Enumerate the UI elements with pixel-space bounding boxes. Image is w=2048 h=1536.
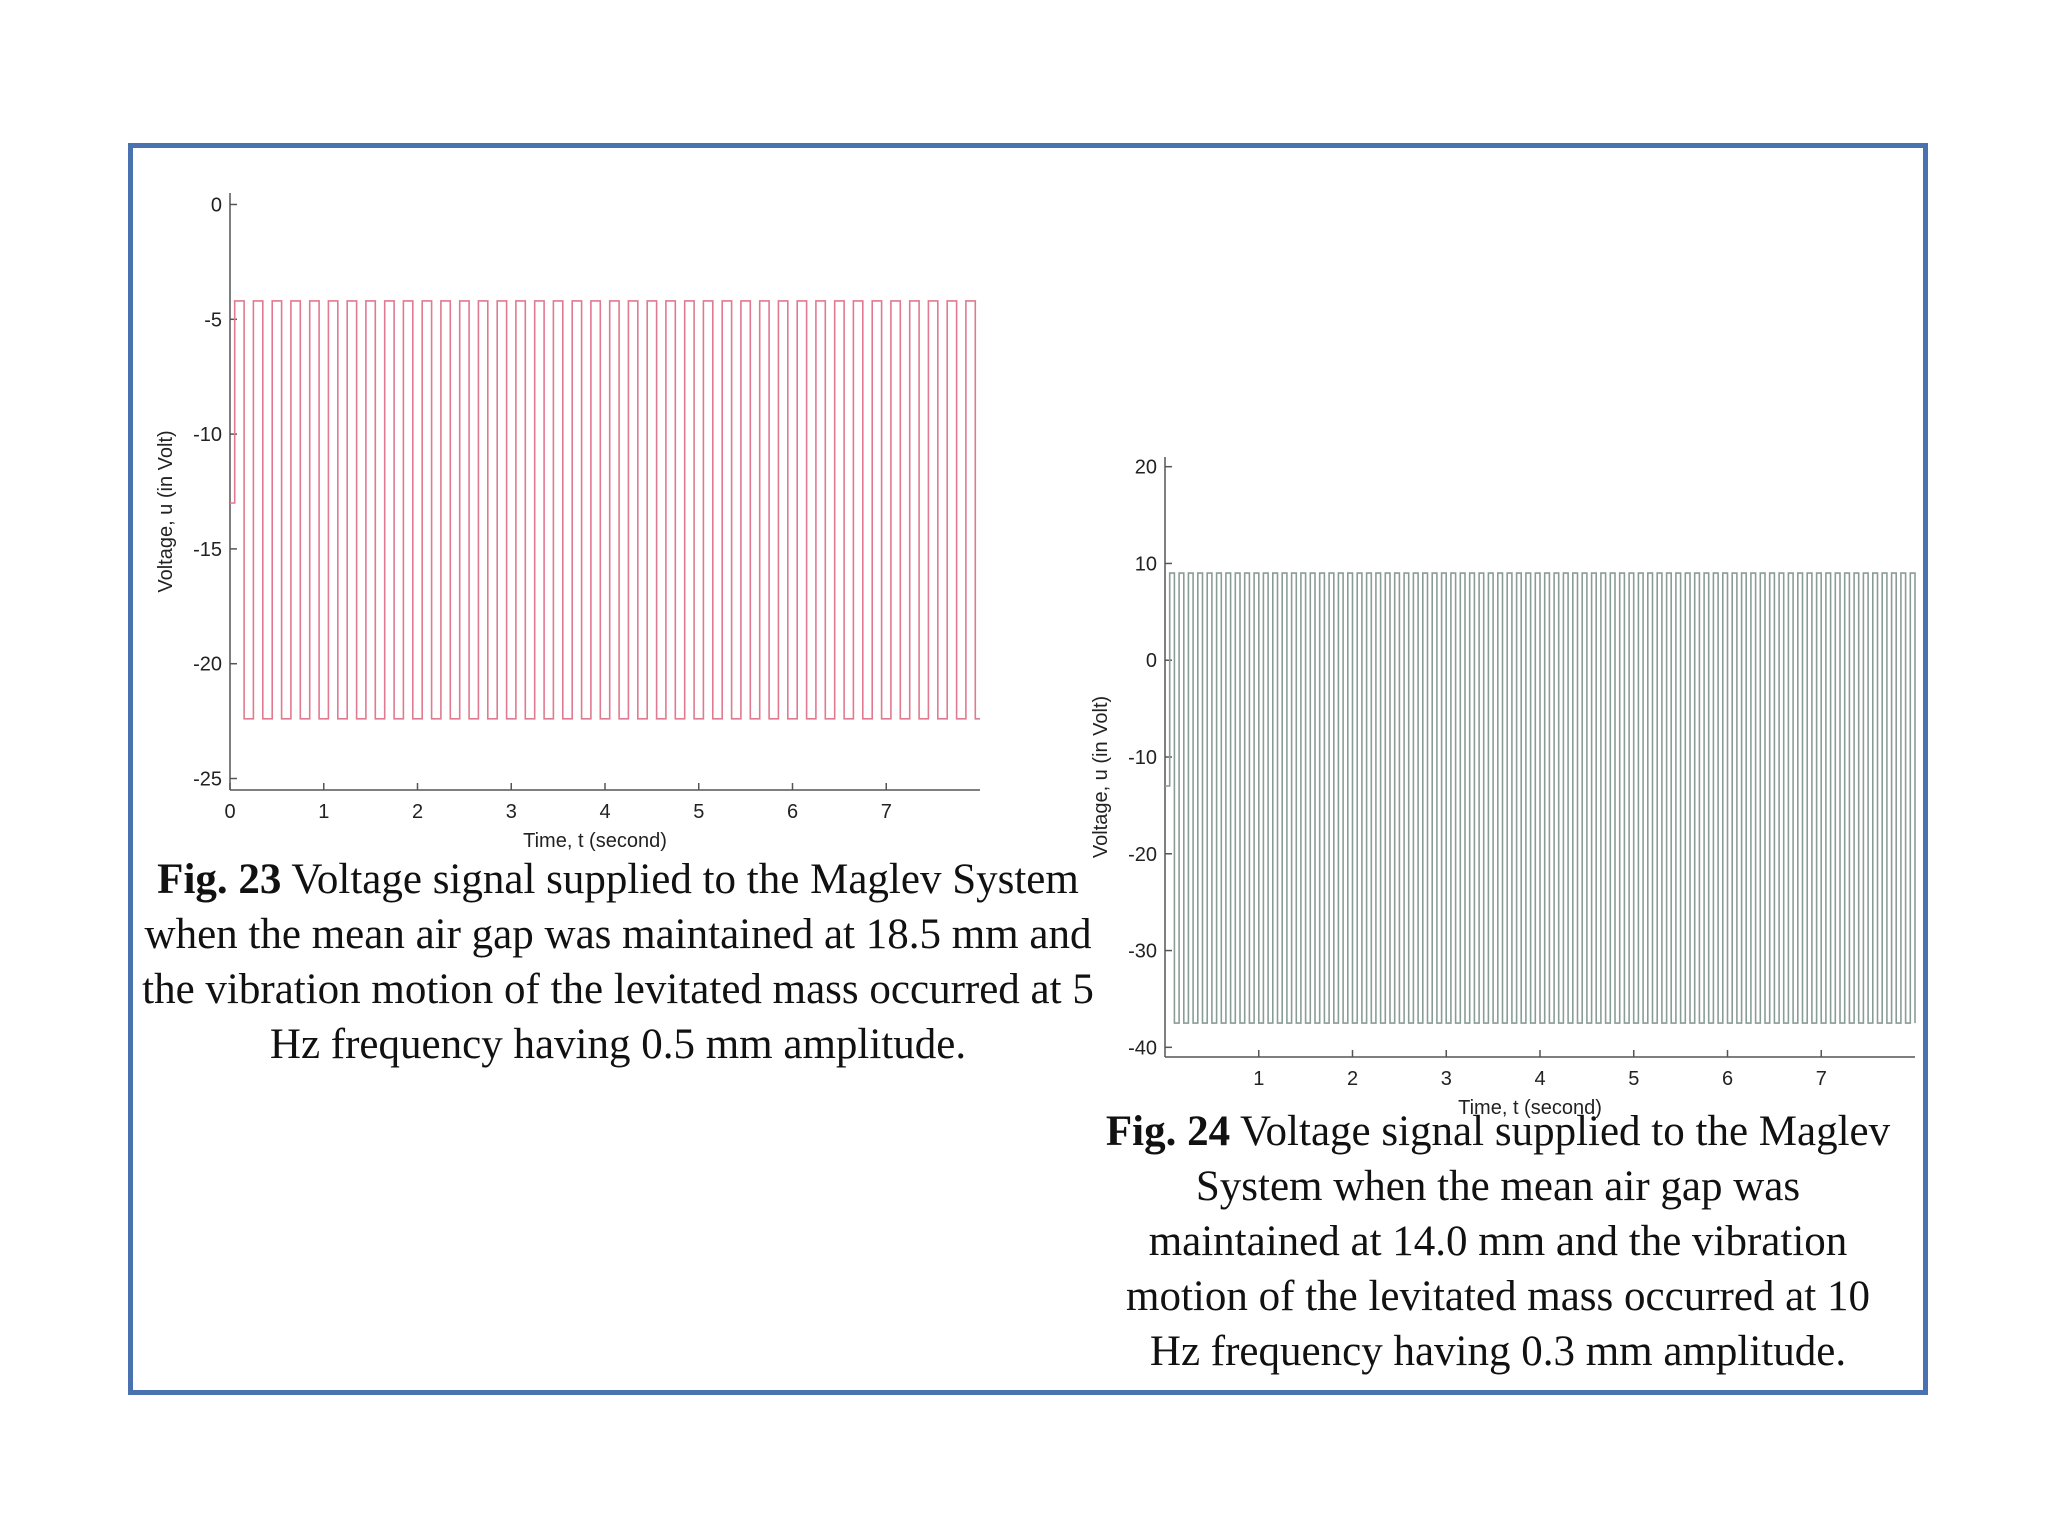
- fig23-ytick-label: -20: [193, 654, 222, 676]
- fig24-x-axis-label: Time, t (second): [1458, 1097, 1602, 1119]
- fig24-xtick-label: 4: [1534, 1068, 1545, 1090]
- fig23-ytick-label: 0: [211, 194, 222, 216]
- fig23-caption-text: Voltage signal supplied to the Maglev Sy…: [142, 856, 1094, 1068]
- fig23-xtick-label: 2: [412, 801, 423, 823]
- fig24-xtick-label: 1: [1253, 1068, 1264, 1090]
- fig24-ytick-label: -20: [1128, 844, 1157, 866]
- slide-frame: [128, 143, 1928, 1395]
- fig23-ytick-label: -5: [204, 309, 222, 331]
- fig24-xtick-label: 7: [1816, 1068, 1827, 1090]
- fig24-xtick-label: 3: [1441, 1068, 1452, 1090]
- fig23-xtick-label: 5: [693, 801, 704, 823]
- fig23-xtick-label: 1: [318, 801, 329, 823]
- fig23-ytick-label: -10: [193, 424, 222, 446]
- fig23-ytick-label: -25: [193, 769, 222, 791]
- fig24-ytick-label: -10: [1128, 747, 1157, 769]
- fig23-xtick-label: 0: [224, 801, 235, 823]
- fig24-ytick-label: -40: [1128, 1037, 1157, 1059]
- fig24-ytick-label: 10: [1135, 553, 1157, 575]
- fig23-xtick-label: 4: [599, 801, 610, 823]
- fig24-caption: Fig. 24 Voltage signal supplied to the M…: [1098, 1104, 1898, 1379]
- fig23-ytick-label: -15: [193, 539, 222, 561]
- fig24-chart: 20 10 0 -10 -20 -30 -40 1 2 3 4 5 6 7 Time, t (second)…: [1090, 457, 1916, 1119]
- fig24-xtick-label: 6: [1722, 1068, 1733, 1090]
- fig23-y-axis-label: Voltage, u (in Volt): [155, 430, 177, 592]
- fig23-caption-label: Fig. 23: [157, 856, 282, 903]
- fig24-ytick-label: 20: [1135, 457, 1157, 479]
- fig24-y-axis-label: Voltage, u (in Volt): [1090, 696, 1112, 858]
- fig23-xtick-label: 6: [787, 801, 798, 823]
- fig23-caption: Fig. 23 Voltage signal supplied to the M…: [128, 852, 1108, 1072]
- fig23-xtick-label: 7: [881, 801, 892, 823]
- fig23-signal-line: [230, 300, 980, 720]
- fig24-signal-line: [1165, 572, 1916, 1024]
- fig24-caption-text: Voltage signal supplied to the Maglev Sy…: [1126, 1108, 1891, 1375]
- fig24-caption-label: Fig. 24: [1105, 1108, 1231, 1155]
- fig24-ytick-label: 0: [1146, 650, 1157, 672]
- fig24-xtick-label: 2: [1347, 1068, 1358, 1090]
- fig24-xtick-label: 5: [1628, 1068, 1639, 1090]
- fig24-ytick-label: -30: [1128, 941, 1157, 963]
- fig23-xtick-label: 3: [506, 801, 517, 823]
- fig23-x-axis-label: Time, t (second): [523, 830, 667, 852]
